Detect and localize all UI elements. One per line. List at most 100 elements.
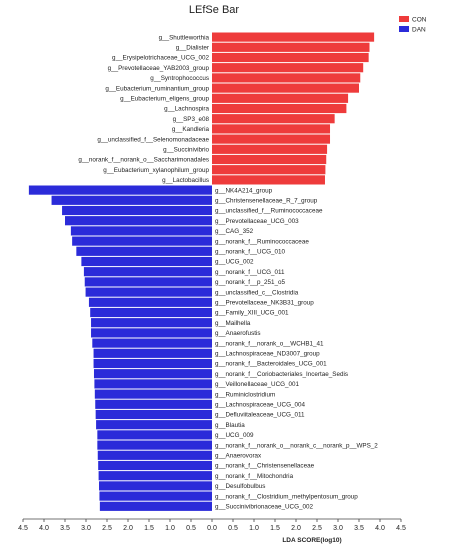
category-label-dan-17: g__norank_f__Bacteroidales_UCG_001 <box>215 361 327 368</box>
x-tick-label-10: 0.5 <box>228 525 238 532</box>
category-label-dan-14: g__Anaerofustis <box>215 330 261 337</box>
category-label-dan-13: g__Mailhella <box>215 320 251 327</box>
category-label-dan-24: g__UCG_009 <box>215 432 254 439</box>
category-label-dan-4: g__CAG_352 <box>215 228 254 235</box>
legend: CON DAN <box>399 16 427 34</box>
x-tick-label-9: 0.0 <box>207 525 217 532</box>
bar-con-12 <box>212 154 327 165</box>
bar-dan-13 <box>91 318 212 328</box>
bar-con-13 <box>212 165 326 175</box>
category-label-dan-5: g__norank_f__Ruminococcaceae <box>215 238 309 245</box>
x-tick-label-18: 4.5 <box>396 525 406 532</box>
category-label-dan-18: g__norank_f__Coriobacteriales_Incertae_S… <box>215 371 348 378</box>
category-label-dan-23: g__Blautia <box>215 422 245 429</box>
bar-con-0 <box>212 32 375 42</box>
category-label-con-8: g__SP3_e08 <box>173 116 210 123</box>
category-label-dan-10: g__unclassified_c__Clostridia <box>215 289 299 296</box>
x-axis-label: LDA SCORE(log10) <box>282 537 341 544</box>
bar-con-14 <box>212 175 325 185</box>
legend-label-dan: DAN <box>412 27 426 34</box>
category-label-dan-31: g__Succinivibrionaceae_UCG_002 <box>215 504 314 511</box>
x-tick-label-2: 3.5 <box>60 525 70 532</box>
category-label-dan-27: g__norank_f__Christensenellaceae <box>215 463 315 470</box>
bar-dan-18 <box>93 369 212 379</box>
category-labels-group: g__Shuttleworthia g__Dialister g__Erysipel… <box>78 34 378 510</box>
x-tick-label-12: 1.5 <box>270 525 280 532</box>
category-label-dan-12: g__Family_XIII_UCG_001 <box>215 310 289 317</box>
category-label-dan-21: g__Lachnospiraceae_UCG_004 <box>215 402 305 409</box>
category-label-con-9: g__Kandleria <box>172 126 210 133</box>
category-label-dan-9: g__norank_f__p_251_o5 <box>215 279 286 286</box>
category-label-dan-16: g__Lachnospiraceae_ND3007_group <box>215 351 320 358</box>
x-tick-label-5: 2.0 <box>123 525 133 532</box>
x-tick-label-16: 3.5 <box>354 525 364 532</box>
category-label-dan-3: g__Prevotellaceae_UCG_003 <box>215 218 299 225</box>
category-label-dan-26: g__Anaerovorax <box>215 453 262 460</box>
x-tick-label-0: 4.5 <box>18 525 28 532</box>
bar-dan-9 <box>84 277 212 287</box>
legend-label-con: CON <box>412 17 427 24</box>
bar-dan-29 <box>99 481 212 491</box>
bar-con-3 <box>212 63 364 73</box>
bar-con-6 <box>212 93 349 103</box>
category-label-dan-6: g__norank_f__UCG_010 <box>215 249 286 256</box>
bar-dan-26 <box>97 450 212 460</box>
bar-dan-17 <box>93 358 212 369</box>
bar-con-9 <box>212 124 331 134</box>
category-label-con-4: g__Syntrophococcus <box>150 75 209 82</box>
x-tick-label-7: 1.0 <box>165 525 175 532</box>
bar-con-7 <box>212 103 347 114</box>
category-label-dan-29: g__Desulfobulbus <box>215 483 265 490</box>
bar-dan-16 <box>93 348 212 358</box>
bar-dan-11 <box>88 297 212 307</box>
bar-dan-25 <box>97 440 212 450</box>
category-label-con-3: g__Prevotellaceae_YAB2003_group <box>108 65 210 72</box>
bar-dan-22 <box>95 409 212 420</box>
x-axis: 4.5 4.0 3.5 3.0 2.5 2.0 1.5 1.0 0.5 0.0 0.5 1.0 1.5 2… <box>18 518 406 532</box>
bar-dan-14 <box>91 328 212 338</box>
category-label-dan-11: g__Prevotellaceae_NK3B31_group <box>215 300 314 307</box>
category-label-con-10: g__unclassified_f__Selenomonadaceae <box>97 136 209 143</box>
legend-swatch-con <box>399 16 409 22</box>
category-label-dan-15: g__norank_f__norank_o__WCHB1_41 <box>215 340 324 347</box>
category-label-dan-2: g__unclassified_f__Ruminococcaceae <box>215 208 323 215</box>
category-label-dan-25: g__norank_f__norank_o__norank_c__norank_… <box>215 442 378 449</box>
x-tick-label-1: 4.0 <box>39 525 49 532</box>
category-label-con-2: g__Erysipelotrichaceae_UCG_002 <box>112 55 209 62</box>
category-label-dan-22: g__Defluviitaleaceae_UCG_011 <box>215 412 305 419</box>
bar-dan-7 <box>81 256 212 267</box>
legend-swatch-dan <box>399 26 409 32</box>
category-label-dan-30: g__norank_f__Clostridium_methylpentosum_… <box>215 493 358 500</box>
category-label-dan-20: g__Ruminiclostridium <box>215 391 275 398</box>
bar-dan-15 <box>92 338 212 348</box>
bar-con-10 <box>212 134 331 144</box>
x-tick-label-3: 3.0 <box>81 525 91 532</box>
category-label-con-13: g__Eubacterium_xylanophilum_group <box>103 167 209 174</box>
bar-dan-19 <box>94 379 212 389</box>
x-tick-label-17: 4.0 <box>375 525 385 532</box>
bar-con-11 <box>212 144 328 154</box>
bar-dan-3 <box>65 216 212 226</box>
bar-dan-31 <box>99 501 212 511</box>
category-label-dan-0: g__NK4A214_group <box>215 187 273 194</box>
bar-dan-8 <box>83 267 213 277</box>
bar-con-1 <box>212 42 370 52</box>
x-tick-label-15: 3.0 <box>333 525 343 532</box>
category-label-con-14: g__Lactobacillus <box>162 177 209 184</box>
bar-dan-23 <box>96 420 212 430</box>
bar-dan-24 <box>97 430 212 440</box>
category-label-con-5: g__Eubacterium_ruminantium_group <box>105 85 209 92</box>
x-tick-label-11: 1.0 <box>249 525 259 532</box>
bar-dan-21 <box>95 399 212 409</box>
category-label-con-11: g__Succinivibrio <box>163 147 209 154</box>
bar-dan-4 <box>70 226 212 236</box>
bar-dan-2 <box>62 205 213 216</box>
bar-dan-1 <box>51 195 213 205</box>
category-label-con-0: g__Shuttleworthia <box>159 34 210 41</box>
x-tick-label-6: 1.5 <box>144 525 154 532</box>
bars-group <box>28 32 375 511</box>
bar-dan-5 <box>72 236 212 246</box>
category-label-dan-8: g__norank_f__UCG_011 <box>215 269 285 276</box>
bar-dan-28 <box>98 471 212 481</box>
